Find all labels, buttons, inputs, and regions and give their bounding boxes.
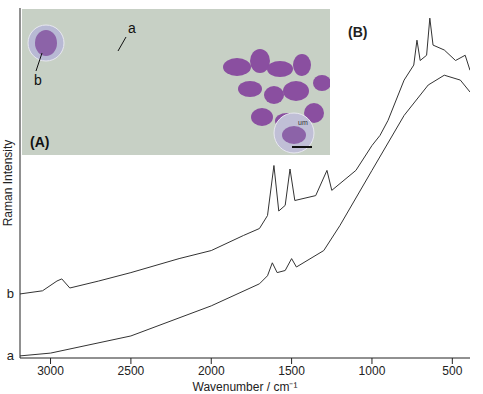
svg-text:500: 500	[442, 364, 462, 378]
svg-text:Wavenumber / cm⁻¹: Wavenumber / cm⁻¹	[193, 380, 298, 394]
svg-text:um: um	[298, 119, 308, 126]
svg-text:1000: 1000	[359, 364, 386, 378]
svg-text:2000: 2000	[198, 364, 225, 378]
svg-text:b: b	[34, 72, 42, 88]
svg-text:(A): (A)	[30, 134, 49, 150]
svg-text:2500: 2500	[118, 364, 145, 378]
html-text:(B): (B)	[348, 24, 368, 40]
svg-text:3000: 3000	[37, 364, 64, 378]
svg-text:b: b	[7, 286, 14, 301]
svg-text:Raman Intensity: Raman Intensity	[1, 140, 15, 227]
svg-text:a: a	[128, 20, 136, 36]
svg-text:1500: 1500	[278, 364, 305, 378]
svg-text:a: a	[7, 348, 15, 363]
